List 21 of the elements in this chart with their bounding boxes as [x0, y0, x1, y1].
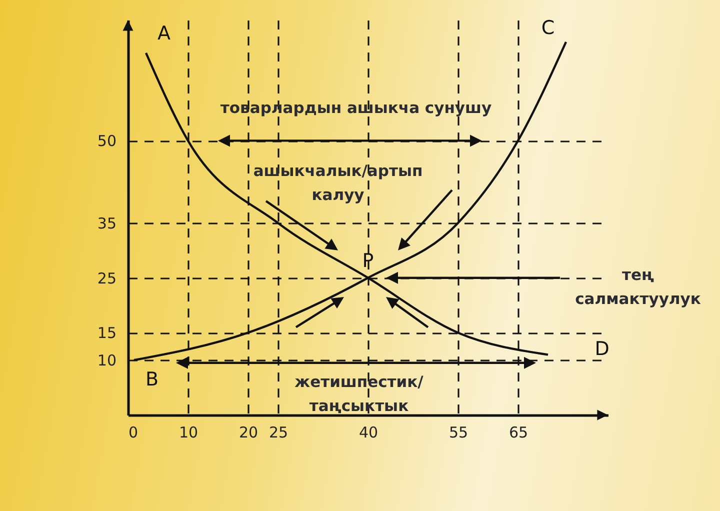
- annotation: тең салмактуулук: [575, 266, 702, 308]
- y-tick-label: 50: [97, 132, 116, 150]
- annotation: A: [158, 22, 170, 45]
- annotation: жетишпестик/ таңсыктык: [294, 373, 424, 416]
- x-tick-label: 40: [358, 424, 378, 442]
- annotation: D: [594, 338, 610, 360]
- annotation: C: [541, 17, 555, 40]
- x-tick-label: 0: [128, 424, 138, 442]
- x-tick-label: 20: [238, 424, 258, 442]
- y-tick-label: 35: [97, 214, 116, 232]
- annotation: товарлардын ашыкча сунушу: [220, 98, 492, 117]
- y-tick-label: 10: [97, 352, 116, 370]
- annotation: P: [362, 250, 374, 272]
- x-tick-label: 25: [268, 424, 288, 442]
- annotation: ашыкчалык/артып калуу: [253, 162, 423, 204]
- x-tick-label: 65: [508, 424, 528, 442]
- annotation: B: [145, 368, 159, 390]
- y-tick-label: 25: [97, 269, 116, 288]
- y-tick-label: 15: [97, 324, 116, 342]
- x-tick-label: 55: [448, 424, 468, 442]
- x-tick-label: 10: [178, 424, 198, 442]
